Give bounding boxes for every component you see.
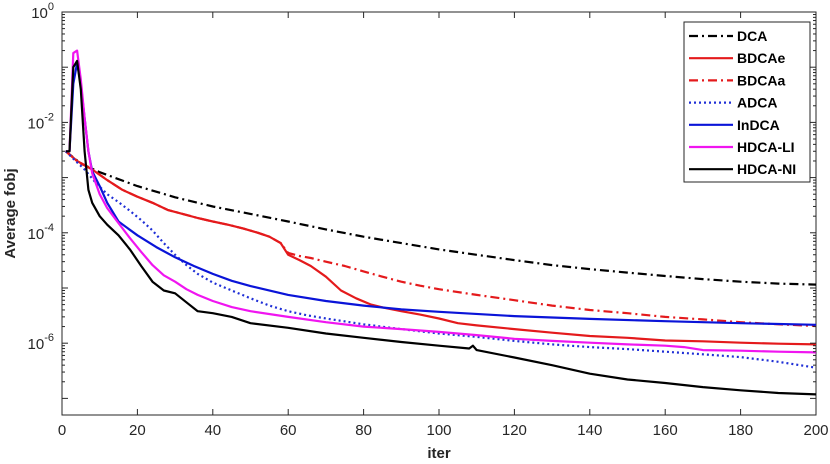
legend-label: BDCAa: [737, 72, 785, 88]
x-tick-label: 140: [577, 422, 602, 439]
legend-label: BDCAe: [737, 50, 785, 66]
legend-label: DCA: [737, 28, 767, 44]
legend-label: ADCA: [737, 95, 777, 111]
x-tick-label: 180: [728, 422, 753, 439]
legend: DCA BDCAe BDCAa ADCA InDCA HDCA-LI HDCA-NI: [683, 21, 811, 183]
y-tick-label: 100: [31, 1, 54, 22]
y-axis: 10-6 10-4 10-2 100: [28, 1, 816, 399]
x-tick-label: 120: [502, 422, 527, 439]
x-axis-title: iter: [427, 445, 451, 462]
series-line-2: [65, 150, 817, 328]
x-tick-label: 20: [129, 422, 146, 439]
series-line-5: [65, 49, 817, 354]
x-tick-label: 100: [426, 422, 451, 439]
series-line-1: [65, 150, 817, 346]
x-tick-label: 60: [280, 422, 297, 439]
x-tick-label: 160: [653, 422, 678, 439]
x-axis: 0 20 40 60 80 100 120 140 160 180 200: [58, 12, 829, 439]
legend-label: HDCA-LI: [737, 139, 795, 155]
y-tick-label: 10-4: [28, 222, 54, 243]
legend-label: InDCA: [737, 117, 780, 133]
x-tick-label: 80: [355, 422, 372, 439]
x-tick-label: 200: [803, 422, 828, 439]
series-line-0: [65, 150, 817, 286]
x-tick-label: 40: [204, 422, 221, 439]
y-axis-title: Average fobj: [2, 168, 19, 258]
series-layer: [65, 49, 817, 396]
y-tick-label: 10-6: [28, 332, 54, 353]
x-tick-label: 0: [58, 422, 66, 439]
y-tick-label: 10-2: [28, 111, 54, 132]
series-line-6: [65, 59, 817, 396]
legend-label: HDCA-NI: [737, 161, 796, 177]
